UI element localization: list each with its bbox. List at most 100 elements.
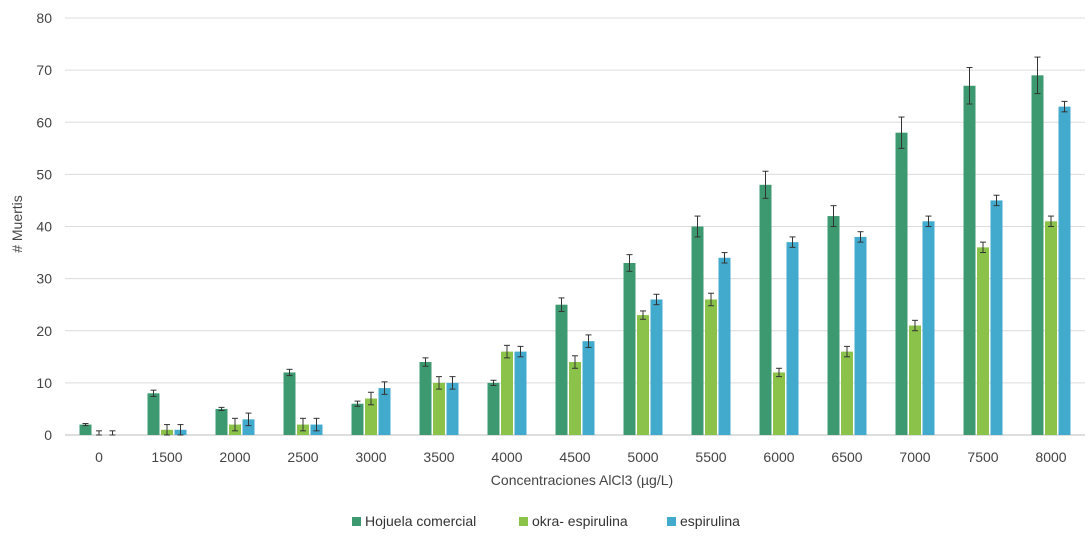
y-tick-label: 60 bbox=[36, 114, 52, 130]
bar bbox=[378, 388, 391, 435]
x-tick-label: 0 bbox=[95, 449, 103, 465]
error-bar bbox=[232, 417, 238, 432]
error-bar bbox=[150, 389, 157, 397]
y-tick-label: 30 bbox=[36, 271, 52, 287]
bar bbox=[827, 216, 840, 435]
legend-swatch bbox=[519, 517, 528, 526]
error-bar bbox=[912, 319, 918, 332]
x-tick-label: 7500 bbox=[967, 449, 998, 465]
bar bbox=[1031, 75, 1044, 436]
error-bar bbox=[558, 297, 565, 312]
error-bar bbox=[164, 424, 170, 436]
bar bbox=[487, 382, 500, 435]
error-bar bbox=[286, 368, 293, 377]
bar bbox=[147, 393, 160, 435]
x-tick-label: 7000 bbox=[899, 449, 930, 465]
gridlines bbox=[65, 17, 1085, 436]
error-bar bbox=[490, 379, 497, 386]
legend-label: Hojuela comercial bbox=[365, 513, 476, 529]
bar bbox=[446, 382, 459, 435]
error-bar bbox=[504, 344, 510, 359]
error-bar bbox=[585, 334, 592, 348]
error-bar bbox=[925, 215, 932, 227]
error-bar bbox=[640, 310, 646, 320]
bar bbox=[365, 398, 377, 435]
error-bar bbox=[694, 215, 701, 238]
error-bar bbox=[776, 367, 782, 378]
error-bar bbox=[245, 412, 252, 427]
x-tick-label: 6000 bbox=[763, 449, 794, 465]
error-bar bbox=[721, 252, 728, 264]
y-tick-label: 80 bbox=[36, 10, 52, 26]
legend-label: okra- espirulina bbox=[532, 513, 628, 529]
y-tick-label: 20 bbox=[36, 323, 52, 339]
x-tick-label: 3000 bbox=[355, 449, 386, 465]
error-bar bbox=[436, 376, 442, 390]
x-tick-label: 4500 bbox=[559, 449, 590, 465]
error-bar bbox=[1061, 100, 1068, 113]
x-tick-label: 2000 bbox=[219, 449, 250, 465]
x-tick-label: 3500 bbox=[423, 449, 454, 465]
error-bar bbox=[300, 417, 306, 432]
bar bbox=[637, 315, 649, 435]
legend-swatch bbox=[667, 517, 676, 526]
error-bar bbox=[109, 430, 116, 436]
bar bbox=[215, 408, 228, 435]
bar bbox=[705, 299, 717, 435]
legend-label: espirulina bbox=[680, 513, 740, 529]
bar bbox=[759, 184, 772, 435]
error-bar bbox=[762, 170, 769, 199]
bar bbox=[569, 362, 581, 435]
error-bar bbox=[857, 231, 864, 243]
x-axis-title: Concentraciones AlCl3 (µg/L) bbox=[491, 472, 673, 488]
x-tick-label: 6500 bbox=[831, 449, 862, 465]
bar bbox=[963, 85, 976, 435]
bar bbox=[977, 247, 989, 435]
bar bbox=[650, 299, 663, 435]
error-bar bbox=[1034, 56, 1041, 95]
error-bar bbox=[898, 116, 905, 149]
bar bbox=[1045, 221, 1057, 435]
error-bar bbox=[789, 236, 796, 248]
bar bbox=[1058, 106, 1071, 436]
bar bbox=[718, 257, 731, 435]
bars bbox=[79, 75, 1071, 436]
y-axis-title: # Muertis bbox=[9, 195, 25, 253]
error-bar bbox=[422, 357, 429, 367]
y-tick-label: 70 bbox=[36, 62, 52, 78]
error-bar bbox=[368, 391, 374, 406]
bar bbox=[841, 351, 853, 435]
legend: Hojuela comercial okra- espirulina espirul… bbox=[352, 513, 740, 529]
x-tick-labels: 0 1500 2000 2500 3000 3500 4000 4500 5000 5500 600… bbox=[95, 449, 1067, 465]
x-tick-label: 5000 bbox=[627, 449, 658, 465]
error-bar bbox=[653, 293, 660, 306]
y-tick-label: 50 bbox=[36, 166, 52, 182]
bar bbox=[433, 382, 445, 435]
bar bbox=[351, 403, 364, 435]
bar bbox=[555, 304, 568, 435]
error-bar bbox=[626, 254, 633, 272]
y-tick-label: 10 bbox=[36, 375, 52, 391]
error-bar bbox=[96, 430, 102, 436]
bar bbox=[922, 221, 935, 435]
error-bar bbox=[517, 345, 524, 358]
bar bbox=[623, 262, 636, 435]
x-tick-label: 4000 bbox=[491, 449, 522, 465]
bar bbox=[773, 372, 785, 435]
error-bar bbox=[354, 400, 361, 407]
error-bar bbox=[993, 194, 1000, 207]
x-tick-label: 8000 bbox=[1035, 449, 1066, 465]
bar bbox=[990, 200, 1003, 435]
error-bar bbox=[572, 355, 578, 369]
error-bar bbox=[1048, 215, 1054, 227]
error-bar bbox=[449, 376, 456, 390]
error-bar bbox=[708, 292, 714, 307]
bar bbox=[242, 419, 255, 435]
x-tick-label: 1500 bbox=[151, 449, 182, 465]
x-tick-label: 2500 bbox=[287, 449, 318, 465]
bar bbox=[501, 351, 513, 435]
bar bbox=[283, 372, 296, 435]
error-bar bbox=[966, 67, 973, 105]
legend-item: Hojuela comercial bbox=[352, 513, 476, 529]
error-bar bbox=[381, 381, 388, 395]
